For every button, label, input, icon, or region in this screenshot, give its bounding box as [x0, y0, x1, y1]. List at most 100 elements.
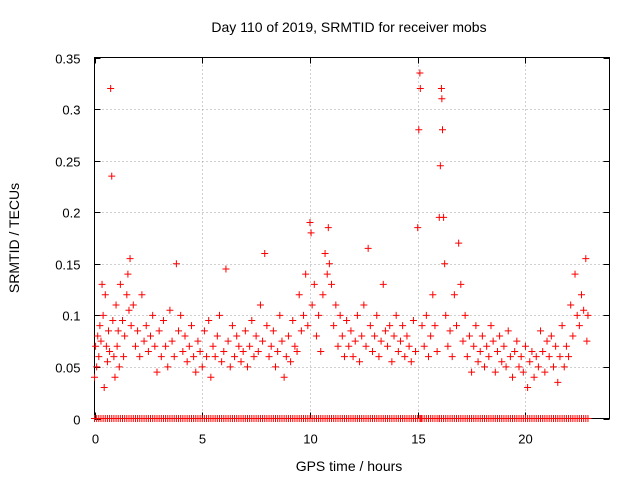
data-point — [129, 301, 137, 309]
data-point — [340, 353, 348, 361]
data-point — [131, 342, 139, 350]
data-point — [300, 311, 308, 319]
data-point — [107, 84, 115, 92]
data-point — [228, 322, 236, 330]
data-point — [209, 342, 217, 350]
data-point — [506, 353, 514, 361]
data-point — [573, 311, 581, 319]
data-point — [151, 342, 159, 350]
data-point — [496, 332, 504, 340]
data-point — [127, 322, 135, 330]
data-point — [256, 301, 264, 309]
data-point — [493, 347, 501, 355]
x-axis-label: GPS time / hours — [296, 458, 403, 474]
data-point — [416, 84, 424, 92]
data-point — [111, 373, 119, 381]
data-point — [394, 347, 402, 355]
data-point — [149, 311, 157, 319]
data-point — [356, 358, 364, 366]
data-point — [465, 332, 473, 340]
data-point — [157, 353, 165, 361]
data-point — [517, 353, 525, 361]
data-point — [115, 363, 123, 371]
data-point — [246, 342, 254, 350]
data-point — [390, 332, 398, 340]
data-point — [259, 337, 267, 345]
data-point — [213, 332, 221, 340]
data-point — [172, 260, 180, 268]
data-point — [233, 332, 241, 340]
data-point — [215, 311, 223, 319]
data-point — [126, 255, 134, 263]
data-point — [194, 337, 202, 345]
data-point — [545, 353, 553, 361]
data-point — [200, 327, 208, 335]
data-point — [474, 358, 482, 366]
data-point — [396, 337, 404, 345]
data-point — [164, 363, 172, 371]
data-point — [280, 373, 288, 381]
data-point — [177, 311, 185, 319]
data-point — [120, 353, 128, 361]
data-point — [248, 317, 256, 325]
data-point — [101, 291, 109, 299]
data-point — [325, 260, 333, 268]
data-point — [110, 353, 118, 361]
data-point — [190, 353, 198, 361]
data-point — [444, 342, 452, 350]
y-tick-label: 0.35 — [55, 52, 80, 67]
data-point — [371, 332, 379, 340]
data-point — [175, 327, 183, 335]
data-point — [362, 342, 370, 350]
data-point — [560, 363, 568, 371]
data-point — [307, 229, 315, 237]
data-point — [567, 301, 575, 309]
data-point-zero — [584, 415, 592, 422]
data-point — [144, 347, 152, 355]
data-point — [319, 291, 327, 299]
data-point — [94, 332, 102, 340]
data-point — [282, 353, 290, 361]
data-point — [162, 342, 170, 350]
data-point — [328, 280, 336, 288]
data-point — [401, 353, 409, 361]
data-point — [530, 373, 538, 381]
y-axis-label: SRMTID / TECUs — [6, 183, 22, 293]
data-point — [297, 327, 305, 335]
chart-title: Day 110 of 2019, SRMTID for receiver mob… — [211, 19, 486, 35]
data-point — [489, 337, 497, 345]
x-tick-label: 5 — [199, 432, 206, 447]
data-point — [308, 301, 316, 309]
data-point — [575, 322, 583, 330]
data-point — [287, 358, 295, 366]
data-point — [515, 363, 523, 371]
data-point — [403, 332, 411, 340]
data-point — [407, 358, 415, 366]
data-point — [237, 358, 245, 366]
data-point — [220, 347, 228, 355]
data-point — [269, 327, 277, 335]
data-point — [436, 162, 444, 170]
data-point — [315, 311, 323, 319]
data-point — [168, 337, 176, 345]
data-points — [91, 69, 592, 422]
data-point — [98, 280, 106, 288]
data-point — [453, 322, 461, 330]
data-point — [243, 363, 251, 371]
data-point — [304, 322, 312, 330]
data-point — [358, 332, 366, 340]
data-point — [224, 337, 232, 345]
data-point — [124, 270, 132, 278]
data-point — [159, 317, 167, 325]
data-point — [278, 337, 286, 345]
data-point — [504, 327, 512, 335]
data-point — [441, 260, 449, 268]
data-point — [455, 239, 463, 247]
data-point — [364, 244, 372, 252]
data-point — [179, 347, 187, 355]
data-point — [103, 358, 111, 366]
data-point — [222, 265, 230, 273]
data-point — [235, 342, 243, 350]
data-point — [134, 327, 142, 335]
data-point — [289, 317, 297, 325]
